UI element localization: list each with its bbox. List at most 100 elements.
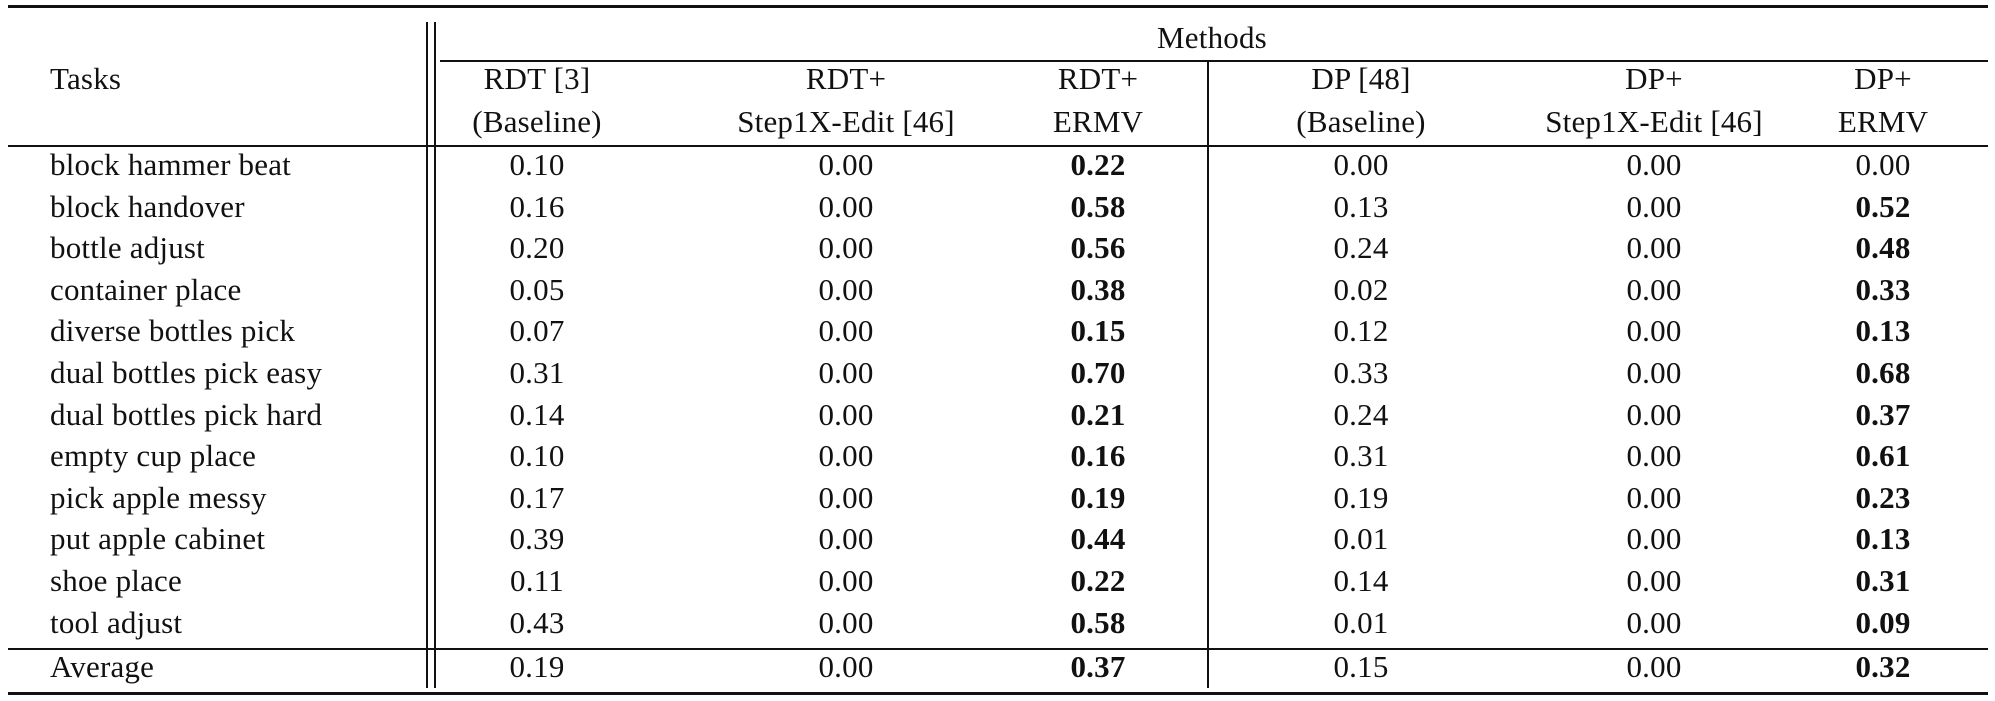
- value-cell: 0.68: [1855, 355, 1911, 390]
- task-name-cell: bottle adjust: [50, 230, 205, 266]
- average-top-rule: [8, 648, 1988, 650]
- value-cell: 0.61: [1855, 438, 1911, 474]
- col-header-dp-line2: (Baseline): [1296, 104, 1426, 139]
- value-cell: 0.56: [1070, 230, 1126, 266]
- value-cell: 0.00: [1626, 147, 1682, 182]
- value-cell: 0.00: [818, 147, 874, 182]
- value-cell: 0.33: [1333, 355, 1389, 390]
- value-cell: 0.00: [818, 355, 874, 390]
- value-cell: 0.21: [1070, 396, 1126, 432]
- header-bottom-rule: [8, 145, 1988, 147]
- value-cell: 0.15: [1070, 313, 1126, 349]
- task-name-cell: diverse bottles pick: [50, 313, 296, 349]
- value-cell: 0.09: [1855, 604, 1911, 640]
- value-cell: 0.02: [1333, 271, 1389, 307]
- task-name-cell: container place: [50, 271, 242, 307]
- value-cell: 0.15: [1333, 649, 1389, 684]
- double-rule-right: [434, 22, 436, 688]
- value-cell: 0.10: [509, 147, 565, 182]
- value-cell: 0.00: [818, 649, 874, 684]
- value-cell: 0.31: [509, 355, 565, 390]
- value-cell: 0.00: [1626, 230, 1682, 266]
- value-cell: 0.00: [818, 563, 874, 598]
- group-separator-rule: [1207, 60, 1209, 688]
- col-header-rdt-line2: (Baseline): [472, 104, 602, 139]
- value-cell: 0.00: [1626, 521, 1682, 557]
- value-cell: 0.19: [509, 649, 565, 684]
- task-name-cell: pick apple messy: [50, 479, 267, 515]
- value-cell: 0.00: [1333, 147, 1389, 182]
- value-cell: 0.37: [1855, 396, 1911, 432]
- col-header-rdt-ermv-line2: ERMV: [1052, 104, 1144, 139]
- methods-header: Methods: [1157, 20, 1267, 55]
- value-cell: 0.22: [1070, 147, 1126, 182]
- value-cell: 0.01: [1333, 604, 1389, 640]
- top-rule: [8, 5, 1988, 8]
- task-name-cell: block handover: [50, 188, 245, 224]
- value-cell: 0.01: [1333, 521, 1389, 557]
- value-cell: 0.44: [1070, 521, 1126, 557]
- value-cell: 0.37: [1070, 649, 1126, 684]
- value-cell: 0.00: [818, 438, 874, 474]
- col-header-dp-step1x-line2: Step1X-Edit [46]: [1545, 104, 1763, 139]
- value-cell: 0.00: [818, 188, 874, 224]
- col-header-rdt-step1x-line1: RDT+: [805, 61, 887, 96]
- value-cell: 0.07: [509, 313, 565, 349]
- value-cell: 0.00: [1626, 355, 1682, 390]
- value-cell: 0.22: [1070, 563, 1126, 598]
- value-cell: 0.39: [509, 521, 565, 557]
- value-cell: 0.11: [510, 563, 564, 598]
- task-name-cell: block hammer beat: [50, 147, 291, 182]
- tasks-header: Tasks: [50, 61, 122, 96]
- value-cell: 0.10: [509, 438, 565, 474]
- value-cell: 0.16: [509, 188, 565, 224]
- value-cell: 0.23: [1855, 479, 1911, 515]
- value-cell: 0.14: [1333, 563, 1389, 598]
- value-cell: 0.13: [1333, 188, 1389, 224]
- value-cell: 0.00: [818, 521, 874, 557]
- task-name-cell: empty cup place: [50, 438, 257, 474]
- value-cell: 0.00: [818, 230, 874, 266]
- task-name-cell: put apple cabinet: [50, 521, 266, 557]
- value-cell: 0.31: [1855, 563, 1911, 598]
- value-cell: 0.00: [818, 271, 874, 307]
- col-header-dp-ermv-line1: DP+: [1854, 61, 1912, 96]
- value-cell: 0.19: [1333, 479, 1389, 515]
- value-cell: 0.00: [1626, 604, 1682, 640]
- value-cell: 0.43: [509, 604, 565, 640]
- value-cell: 0.70: [1070, 355, 1126, 390]
- bottom-rule: [8, 692, 1988, 695]
- task-name-cell: dual bottles pick hard: [50, 396, 323, 432]
- value-cell: 0.00: [818, 313, 874, 349]
- value-cell: 0.00: [818, 604, 874, 640]
- value-cell: 0.48: [1855, 230, 1911, 266]
- col-header-dp-ermv-line2: ERMV: [1837, 104, 1929, 139]
- value-cell: 0.31: [1333, 438, 1389, 474]
- value-cell: 0.16: [1070, 438, 1126, 474]
- value-cell: 0.24: [1333, 230, 1389, 266]
- task-name-cell: shoe place: [50, 563, 182, 598]
- col-header-rdt-ermv-line1: RDT+: [1057, 61, 1139, 96]
- value-cell: 0.24: [1333, 396, 1389, 432]
- value-cell: 0.52: [1855, 188, 1911, 224]
- value-cell: 0.00: [1626, 649, 1682, 684]
- value-cell: 0.33: [1855, 271, 1911, 307]
- col-header-dp-step1x-line1: DP+: [1625, 61, 1683, 96]
- value-cell: 0.12: [1333, 313, 1389, 349]
- value-cell: 0.58: [1070, 188, 1126, 224]
- task-name-cell: Average: [50, 649, 155, 684]
- double-rule-left: [426, 22, 428, 688]
- col-header-dp-line1: DP [48]: [1311, 61, 1411, 96]
- col-header-rdt-step1x-line2: Step1X-Edit [46]: [737, 104, 955, 139]
- value-cell: 0.00: [1626, 479, 1682, 515]
- task-name-cell: dual bottles pick easy: [50, 355, 323, 390]
- value-cell: 0.00: [1626, 271, 1682, 307]
- methods-underline: [440, 60, 1988, 62]
- task-name-cell: tool adjust: [50, 604, 183, 640]
- value-cell: 0.38: [1070, 271, 1126, 307]
- value-cell: 0.14: [509, 396, 565, 432]
- value-cell: 0.00: [818, 396, 874, 432]
- value-cell: 0.00: [1626, 313, 1682, 349]
- value-cell: 0.20: [509, 230, 565, 266]
